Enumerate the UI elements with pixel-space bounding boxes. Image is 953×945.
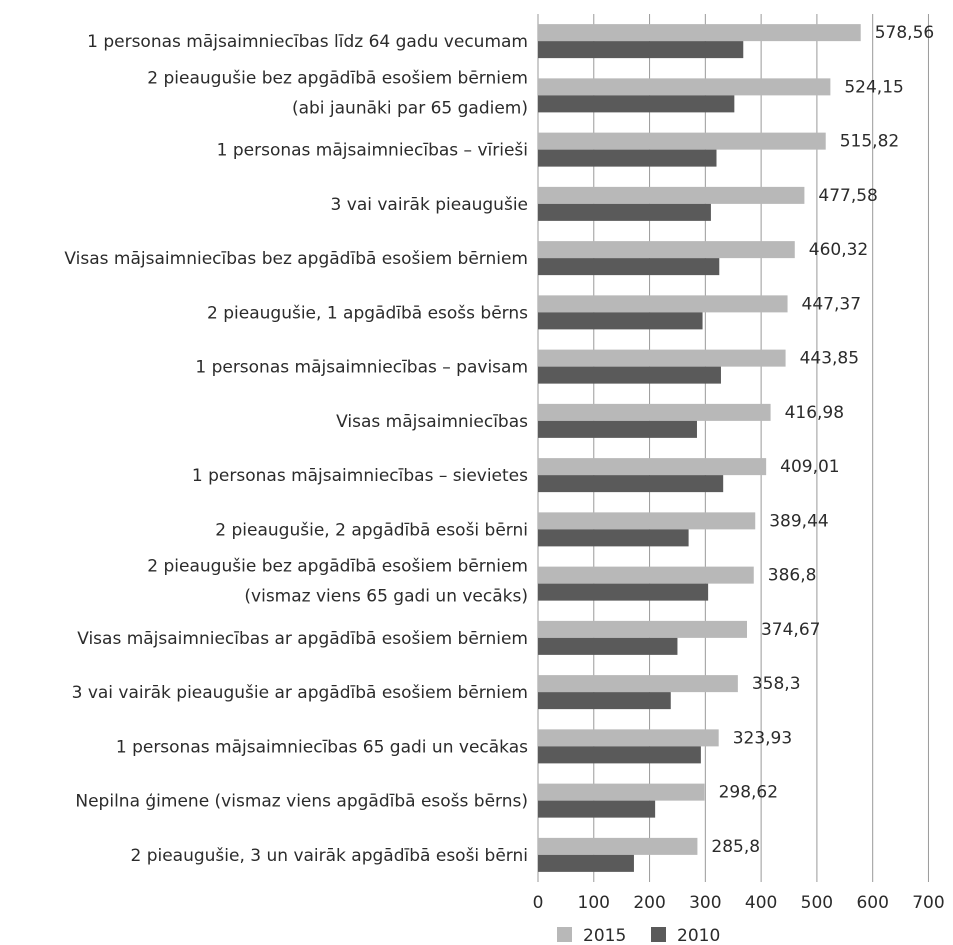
legend-label-2015: 2015 [583, 926, 626, 945]
data-label-2015-11: 374,67 [761, 620, 820, 640]
bar-2010-8 [538, 475, 724, 493]
bar-2010-14 [538, 800, 656, 818]
bar-2010-12 [538, 692, 671, 710]
bar-2015-14 [538, 783, 705, 801]
bar-2015-4 [538, 241, 795, 259]
legend-swatch-2010 [651, 927, 666, 942]
bar-2010-6 [538, 366, 721, 384]
bar-2010-7 [538, 420, 697, 438]
data-label-2015-14: 298,62 [719, 783, 778, 803]
data-label-2015-3: 477,58 [818, 186, 877, 206]
bar-2010-9 [538, 529, 689, 547]
category-label-0: 1 personas mājsaimniecības līdz 64 gadu … [87, 32, 528, 52]
data-label-2015-9: 389,44 [769, 511, 828, 531]
x-tick-label-400: 400 [745, 893, 777, 913]
category-label-9: 2 pieaugušie, 2 apgādībā esoši bērni [215, 520, 528, 540]
category-label-5: 2 pieaugušie, 1 apgādībā esošs bērns [207, 303, 528, 323]
x-tick-label-500: 500 [801, 893, 833, 913]
data-label-2015-4: 460,32 [809, 240, 868, 260]
bar-2015-10 [538, 566, 754, 584]
x-axis-ticks: 0 100 200 300 400 500 600 700 [533, 893, 945, 913]
bar-2015-7 [538, 403, 771, 421]
category-label-8: 1 personas mājsaimniecības – sievietes [192, 466, 528, 486]
bar-2015-15 [538, 837, 698, 855]
legend-item-2010: 2010 [651, 926, 720, 945]
data-label-2015-7: 416,98 [785, 403, 844, 423]
bar-2010-0 [538, 41, 744, 59]
category-label-1-line1: 2 pieaugušie bez apgādībā esošiem bērnie… [147, 68, 528, 88]
bar-2015-5 [538, 295, 788, 313]
category-label-14: Nepilna ģimene (vismaz viens apgādībā es… [75, 792, 528, 812]
bar-2010-3 [538, 203, 711, 221]
category-label-12: 3 vai vairāk pieaugušie ar apgādībā esoš… [72, 683, 528, 703]
data-label-2015-6: 443,85 [800, 349, 859, 369]
legend-swatch-2015 [557, 927, 572, 942]
bar-2015-6 [538, 349, 786, 367]
bar-2015-11 [538, 620, 747, 638]
category-label-10-line2: (vismaz viens 65 gadi un vecāks) [244, 587, 528, 607]
category-label-7: Visas mājsaimniecības [336, 412, 528, 432]
data-label-2015-0: 578,56 [875, 23, 934, 43]
data-label-2015-15: 285,8 [711, 837, 760, 857]
x-tick-label-300: 300 [689, 893, 721, 913]
data-label-2015-2: 515,82 [840, 132, 899, 152]
bar-2015-3 [538, 186, 805, 204]
category-label-6: 1 personas mājsaimniecības – pavisam [195, 358, 528, 378]
bar-2015-2 [538, 132, 826, 150]
category-label-13: 1 personas mājsaimniecības 65 gadi un ve… [116, 737, 528, 757]
category-label-11: Visas mājsaimniecības ar apgādībā esošie… [77, 629, 528, 649]
data-label-2015-8: 409,01 [780, 457, 839, 477]
category-label-1-line2: (abi jaunāki par 65 gadiem) [292, 98, 528, 118]
bar-2010-11 [538, 637, 678, 655]
legend-label-2010: 2010 [677, 926, 720, 945]
bar-2010-4 [538, 258, 720, 276]
bars [538, 24, 861, 872]
category-labels: 1 personas mājsaimniecības līdz 64 gadu … [64, 32, 528, 866]
data-label-2015-12: 358,3 [752, 674, 801, 694]
x-tick-label-700: 700 [912, 893, 944, 913]
bar-2015-9 [538, 512, 756, 530]
bar-2010-15 [538, 854, 634, 872]
bar-2015-1 [538, 78, 831, 96]
bar-2010-2 [538, 149, 717, 167]
category-label-15: 2 pieaugušie, 3 un vairāk apgādībā esoši… [130, 846, 528, 866]
x-tick-label-200: 200 [633, 893, 665, 913]
category-label-2: 1 personas mājsaimniecības – vīrieši [217, 141, 528, 161]
bar-2015-12 [538, 675, 738, 693]
data-label-2015-5: 447,37 [802, 294, 861, 314]
bar-2010-1 [538, 95, 735, 113]
x-tick-label-0: 0 [533, 893, 544, 913]
bar-2015-0 [538, 24, 861, 42]
category-label-10-line1: 2 pieaugušie bez apgādībā esošiem bērnie… [147, 557, 528, 577]
bar-2010-5 [538, 312, 703, 330]
x-tick-label-600: 600 [856, 893, 888, 913]
bar-2010-13 [538, 746, 701, 764]
legend-item-2015: 2015 [557, 926, 626, 945]
bar-2015-8 [538, 458, 767, 476]
category-label-4: Visas mājsaimniecības bez apgādībā esoši… [64, 249, 528, 269]
data-label-2015-10: 386,8 [768, 566, 817, 586]
data-label-2015-1: 524,15 [844, 77, 903, 97]
legend: 2015 2010 [557, 926, 720, 945]
data-label-2015-13: 323,93 [733, 728, 792, 748]
data-labels: 578,56 524,15 515,82 477,58 460,32 447,37 443,… [711, 23, 934, 857]
x-tick-label-100: 100 [578, 893, 610, 913]
category-label-3: 3 vai vairāk pieaugušie [331, 195, 528, 215]
bar-2010-10 [538, 583, 709, 601]
bar-2015-13 [538, 729, 719, 747]
